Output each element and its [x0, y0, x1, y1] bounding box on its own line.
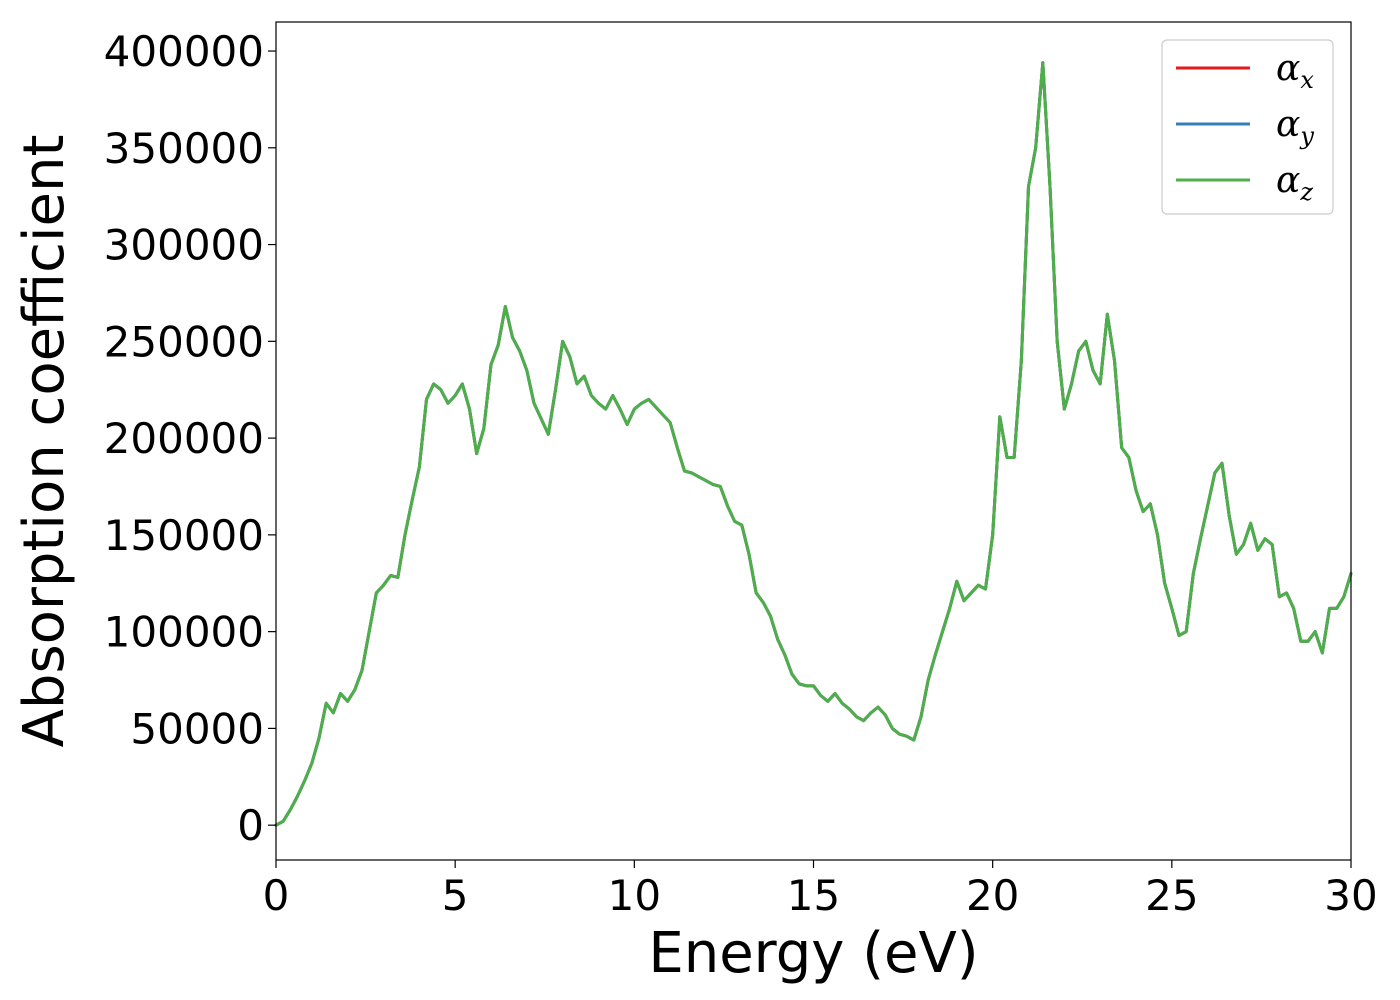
y-tick-label: 400000 [104, 27, 264, 76]
x-tick-label: 0 [263, 871, 290, 920]
x-tick-label: 5 [442, 871, 469, 920]
y-tick-label: 0 [237, 801, 264, 850]
legend-box [1161, 39, 1334, 215]
y-axis: 0 50000 100000 150000 200000 250000 300000 3500… [104, 27, 276, 850]
x-tick-label: 25 [1145, 871, 1198, 920]
legend: αx αy αz [1161, 39, 1334, 215]
legend-label: αz [1276, 160, 1313, 206]
y-tick-label: 200000 [104, 414, 264, 463]
series-layer [274, 61, 1353, 827]
x-tick-label: 20 [966, 871, 1019, 920]
series-line-3 [274, 61, 1353, 827]
legend-label: αx [1276, 48, 1314, 94]
legend-label: αy [1276, 104, 1314, 150]
y-tick-label: 150000 [104, 511, 264, 560]
x-axis: 0 5 10 15 20 25 30 [263, 860, 1378, 920]
y-axis-label: Absorption coefficient [12, 135, 77, 748]
y-tick-label: 250000 [104, 317, 264, 366]
y-tick-label: 50000 [130, 704, 264, 753]
y-tick-label: 350000 [104, 124, 264, 173]
x-axis-label: Energy (eV) [648, 921, 978, 986]
x-tick-label: 10 [608, 871, 661, 920]
x-tick-label: 15 [787, 871, 840, 920]
y-tick-label: 300000 [104, 221, 264, 270]
y-tick-label: 100000 [104, 608, 264, 657]
x-tick-label: 30 [1324, 871, 1377, 920]
